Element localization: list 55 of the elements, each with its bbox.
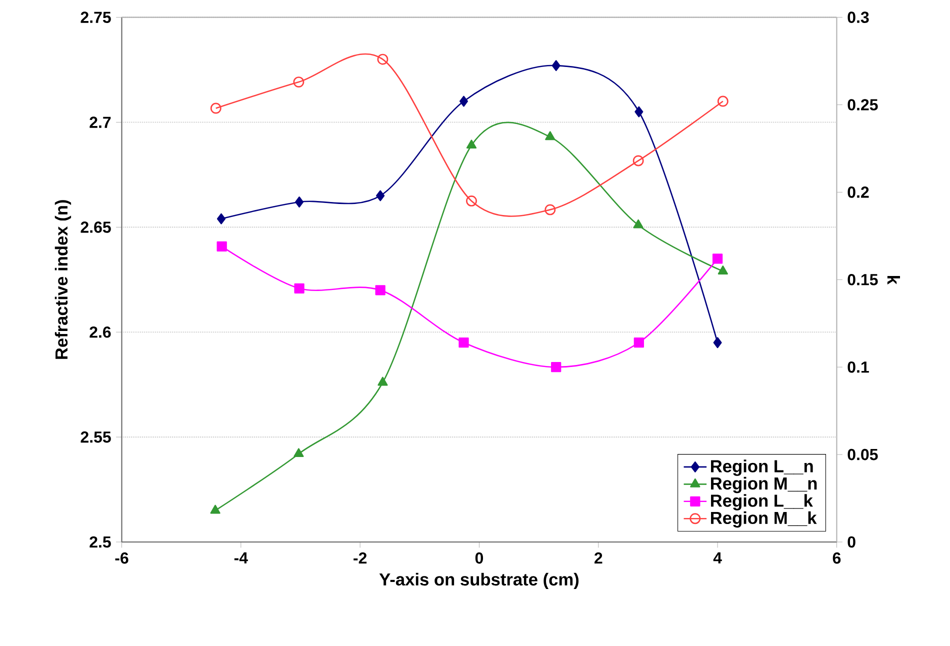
x-tick-label: 6 xyxy=(832,552,841,564)
point xyxy=(634,106,644,118)
x-tick-label: 4 xyxy=(713,552,722,564)
point xyxy=(545,131,556,140)
y2-axis-title: k xyxy=(887,276,900,284)
x-axis-title: Y-axis on substrate (cm) xyxy=(379,572,579,590)
y2-tick-label: 0.1 xyxy=(848,361,869,373)
point xyxy=(717,96,728,107)
legend-label: Region L__n xyxy=(711,460,813,476)
y2-tick-label: 0.15 xyxy=(848,274,878,286)
x-tick-label: -4 xyxy=(234,552,248,564)
point xyxy=(632,155,644,166)
y-axis-title: Refractive index (n) xyxy=(54,200,72,359)
x-tick-label: -6 xyxy=(115,552,128,564)
point xyxy=(633,219,644,228)
point xyxy=(216,241,227,252)
y-tick-label: 2.5 xyxy=(90,536,111,548)
y2-tick-label: 0.25 xyxy=(848,99,878,110)
x-tick-label: 2 xyxy=(594,552,602,564)
y-tick-label: 2.65 xyxy=(80,222,111,233)
point xyxy=(293,76,304,88)
point xyxy=(459,96,468,107)
point xyxy=(718,266,728,274)
point xyxy=(544,204,556,216)
point xyxy=(552,60,560,72)
y2-tick-label: 0.2 xyxy=(848,186,869,198)
legend-label: Region M__k xyxy=(711,511,817,528)
point xyxy=(295,196,304,208)
point xyxy=(712,254,723,264)
point xyxy=(458,338,469,348)
y-tick-label: 2.75 xyxy=(80,12,111,23)
legend-label: Region L__k xyxy=(711,494,813,510)
point xyxy=(713,337,722,348)
y2-tick-label: 0.05 xyxy=(848,448,878,460)
y-tick-label: 2.6 xyxy=(90,326,111,338)
point xyxy=(210,504,220,514)
legend-label: Region M__n xyxy=(711,476,817,494)
x-tick-label: 0 xyxy=(475,552,484,564)
point xyxy=(551,362,562,372)
point xyxy=(466,140,477,149)
y-tick-label: 2.7 xyxy=(90,116,111,128)
point xyxy=(377,54,388,65)
y-tick-label: 2.55 xyxy=(80,431,111,443)
point xyxy=(378,376,388,386)
point xyxy=(294,448,304,458)
point xyxy=(375,285,386,296)
y2-tick-label: 0.3 xyxy=(848,12,869,24)
point xyxy=(466,195,477,206)
y2-tick-label: 0 xyxy=(848,536,856,548)
point xyxy=(376,190,385,202)
point xyxy=(634,338,644,348)
point xyxy=(216,213,226,224)
point xyxy=(210,102,222,114)
x-tick-label: -2 xyxy=(354,552,367,564)
point xyxy=(294,283,304,294)
